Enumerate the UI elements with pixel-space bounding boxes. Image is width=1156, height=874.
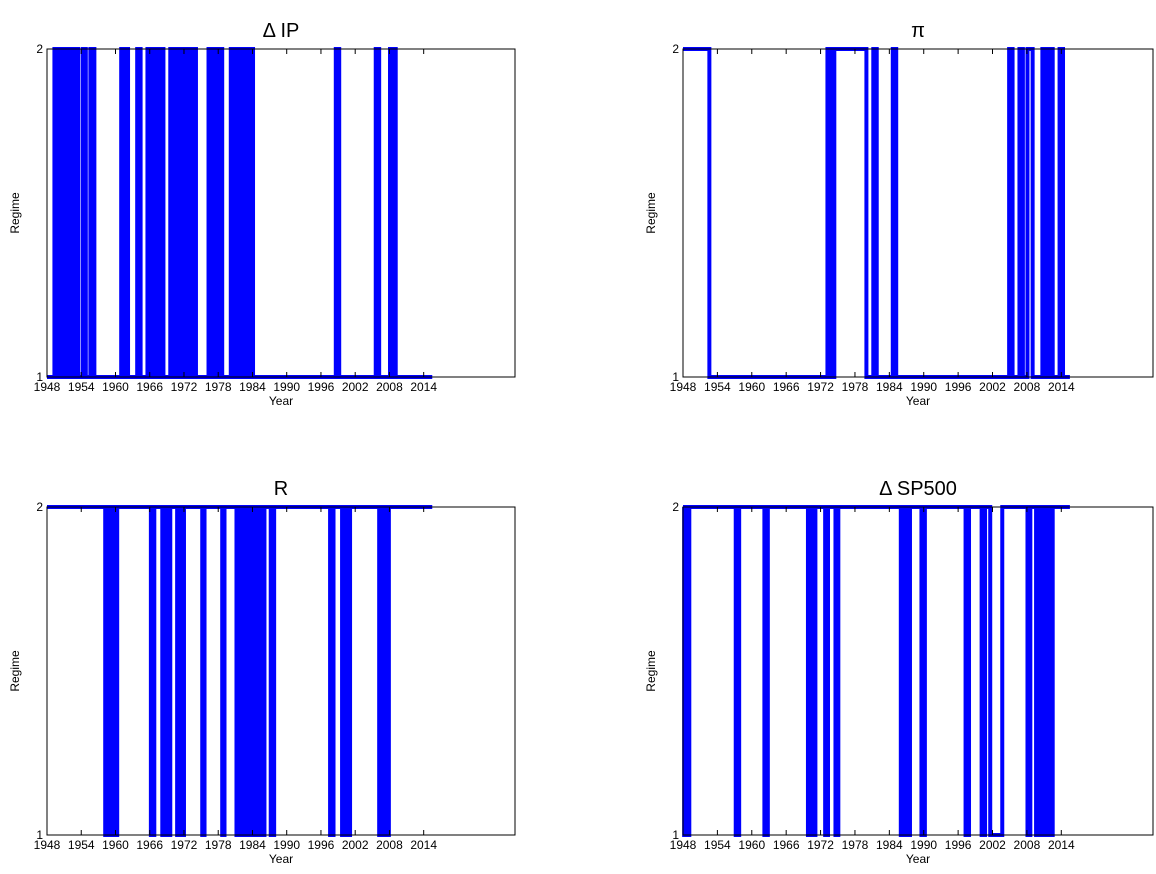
x-tick-label: 1972 bbox=[171, 838, 198, 852]
x-tick-label: 1948 bbox=[670, 380, 697, 394]
x-tick-label: 1984 bbox=[239, 838, 266, 852]
x-tick-label: 2014 bbox=[1048, 380, 1075, 394]
x-tick-label: 2002 bbox=[342, 380, 369, 394]
y-tick-label: 2 bbox=[36, 500, 43, 514]
x-tick-label: 1996 bbox=[308, 838, 335, 852]
chart-panel-2: 1948 1954 1960 1966 1972 1978 1984 1990 1996 2002… bbox=[644, 20, 1154, 408]
x-tick-label: 1978 bbox=[205, 380, 232, 394]
y-tick-label: 1 bbox=[36, 370, 43, 384]
regime-series-line bbox=[683, 47, 1070, 379]
x-tick-label: 2008 bbox=[1014, 838, 1041, 852]
x-tick-label: 2008 bbox=[1014, 380, 1041, 394]
x-tick-label: 2002 bbox=[342, 838, 369, 852]
axes-frame bbox=[682, 506, 1154, 836]
chart-panel-1: 1948 1954 1960 1966 1972 1978 1984 1990 1996 2002… bbox=[8, 20, 516, 408]
x-tick-label: 1960 bbox=[738, 838, 765, 852]
x-tick-label: 1978 bbox=[842, 838, 869, 852]
y-tick-label: 2 bbox=[672, 42, 679, 56]
x-tick-label: 1990 bbox=[910, 380, 937, 394]
y-tick-label: 2 bbox=[672, 500, 679, 514]
x-tick-label: 1972 bbox=[171, 380, 198, 394]
y-tick-label: 2 bbox=[36, 42, 43, 56]
x-tick-label: 1960 bbox=[102, 380, 129, 394]
y-axis-label: Regime bbox=[644, 650, 658, 692]
x-tick-label: 1984 bbox=[876, 838, 903, 852]
chart-panel-4: 1948 1954 1960 1966 1972 1978 1984 1990 1996 2002… bbox=[644, 478, 1154, 866]
x-tick-label: 2008 bbox=[376, 380, 403, 394]
x-tick-label: 1978 bbox=[205, 838, 232, 852]
y-axis-label: Regime bbox=[644, 192, 658, 234]
y-tick-label: 1 bbox=[672, 370, 679, 384]
chart-title: Δ IP bbox=[263, 20, 300, 42]
chart-panel-3: 1948 1954 1960 1966 1972 1978 1984 1990 1996 2002… bbox=[8, 478, 516, 866]
x-tick-label: 1960 bbox=[102, 838, 129, 852]
axes-frame bbox=[682, 48, 1154, 378]
axes-frame bbox=[46, 48, 516, 378]
x-tick-label: 2014 bbox=[1048, 838, 1075, 852]
x-tick-label: 2014 bbox=[410, 380, 437, 394]
x-tick-label: 1954 bbox=[68, 838, 95, 852]
x-tick-label: 1948 bbox=[670, 838, 697, 852]
regime-series-line bbox=[47, 505, 433, 837]
chart-title: Δ SP500 bbox=[879, 478, 957, 500]
x-tick-label: 2002 bbox=[979, 838, 1006, 852]
x-tick-label: 1990 bbox=[910, 838, 937, 852]
regime-series-line bbox=[682, 505, 1070, 837]
x-tick-label: 1966 bbox=[136, 838, 163, 852]
x-tick-label: 1948 bbox=[34, 838, 61, 852]
x-tick-label: 1966 bbox=[773, 838, 800, 852]
x-tick-label: 1996 bbox=[945, 380, 972, 394]
x-tick-label: 1972 bbox=[807, 838, 834, 852]
x-tick-label: 2008 bbox=[376, 838, 403, 852]
x-tick-label: 1954 bbox=[704, 380, 731, 394]
x-axis-label: Year bbox=[906, 394, 930, 408]
x-tick-label: 1966 bbox=[136, 380, 163, 394]
x-axis-label: Year bbox=[269, 852, 293, 866]
x-tick-label: 1990 bbox=[273, 380, 300, 394]
x-tick-label: 1996 bbox=[945, 838, 972, 852]
x-tick-label: 1948 bbox=[34, 380, 61, 394]
y-tick-label: 1 bbox=[36, 828, 43, 842]
x-tick-label: 1984 bbox=[239, 380, 266, 394]
x-tick-label: 1972 bbox=[807, 380, 834, 394]
x-tick-label: 1954 bbox=[68, 380, 95, 394]
x-tick-label: 1978 bbox=[842, 380, 869, 394]
y-axis-label: Regime bbox=[8, 650, 22, 692]
x-tick-label: 1984 bbox=[876, 380, 903, 394]
x-tick-label: 1966 bbox=[773, 380, 800, 394]
chart-title: π bbox=[911, 20, 925, 42]
axes-frame bbox=[46, 506, 516, 836]
x-axis-label: Year bbox=[269, 394, 293, 408]
x-tick-label: 1960 bbox=[738, 380, 765, 394]
chart-title: R bbox=[274, 478, 288, 500]
x-tick-label: 1990 bbox=[273, 838, 300, 852]
y-tick-label: 1 bbox=[672, 828, 679, 842]
regime-series-line bbox=[47, 47, 433, 379]
x-tick-label: 2014 bbox=[410, 838, 437, 852]
x-tick-label: 1954 bbox=[704, 838, 731, 852]
x-axis-label: Year bbox=[906, 852, 930, 866]
y-axis-label: Regime bbox=[8, 192, 22, 234]
x-tick-label: 1996 bbox=[308, 380, 335, 394]
x-tick-label: 2002 bbox=[979, 380, 1006, 394]
